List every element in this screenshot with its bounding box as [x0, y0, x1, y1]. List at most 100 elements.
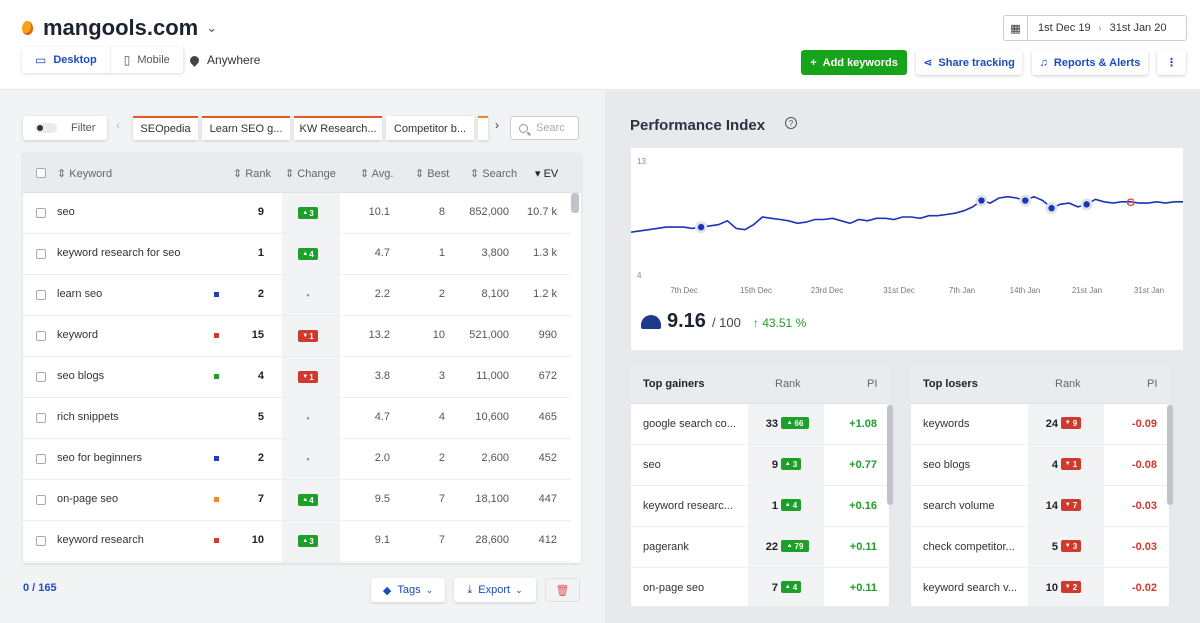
share-label: Share tracking [938, 56, 1015, 69]
tab-desktop-label: Desktop [53, 54, 97, 66]
rank-cell: 33 [765, 418, 778, 430]
tag-label: Competitor b... [393, 123, 467, 135]
tag-label: SEOpedia [140, 123, 191, 135]
row-checkbox[interactable] [36, 413, 46, 423]
row-checkbox[interactable] [36, 495, 46, 505]
domain-selector[interactable]: mangools.com ⌄ [22, 15, 217, 41]
share-tracking-button[interactable]: ⋖ Share tracking [916, 50, 1022, 75]
row-checkbox[interactable] [36, 249, 46, 259]
arrow-down-icon: ▼ [1064, 461, 1071, 467]
change-badge: ▲ 4 [298, 248, 318, 260]
keyword-cell: keyword research for seo [57, 247, 181, 259]
list-item[interactable]: seo 9 ▲ 3 +0.77 [631, 445, 889, 486]
tags-next-icon[interactable]: › [495, 118, 499, 132]
avg-cell: 9.1 [374, 534, 390, 546]
row-checkbox[interactable] [36, 536, 46, 546]
table-row[interactable]: learn seo 2 • 2.2 2 8,100 1.2 k [23, 275, 571, 316]
keyword-cell: keyword search v... [923, 582, 1017, 594]
col-avg[interactable]: ⇕ Avg. [360, 168, 394, 180]
col-ev[interactable]: ▾ EV [535, 168, 559, 180]
col-best[interactable]: ⇕ Best [415, 168, 450, 180]
best-cell: 4 [438, 411, 445, 423]
tab-desktop[interactable]: ▭ Desktop [22, 47, 111, 73]
delete-button[interactable]: 🗑 [545, 578, 580, 602]
avg-cell: 2.0 [374, 452, 390, 464]
rank-cell: 9 [257, 206, 264, 218]
location-selector[interactable]: Anywhere [188, 53, 260, 67]
change-badge: ▼ 1 [1061, 458, 1081, 470]
pi-cell: -0.08 [1131, 459, 1157, 471]
help-icon[interactable]: ? [785, 117, 797, 129]
table-row[interactable]: seo 9 ▲ 3 10.1 8 852,000 10.7 k [23, 193, 571, 234]
gainers-scrollbar[interactable] [887, 405, 893, 505]
tags-button[interactable]: ◆ Tags ⌄ [371, 578, 445, 602]
list-item[interactable]: google search co... 33 ▲ 66 +1.08 [631, 404, 889, 445]
table-scrollbar[interactable] [571, 193, 579, 213]
tab-mobile[interactable]: ▯ Mobile [111, 47, 184, 73]
reports-alerts-button[interactable]: ♫ Reports & Alerts [1032, 50, 1148, 75]
table-row[interactable]: seo blogs 4 ▼ 1 3.8 3 11,000 672 [23, 357, 571, 398]
change-value: 4 [792, 500, 798, 510]
change-value: 1 [309, 331, 314, 341]
gainers-rank-label: Rank [775, 378, 801, 390]
tag-tab[interactable]: KW Research... [294, 116, 382, 140]
rank-cell: 24 [1045, 418, 1058, 430]
row-checkbox[interactable] [36, 454, 46, 464]
col-keyword-label: Keyword [69, 168, 113, 180]
keyword-cell: google search co... [643, 418, 736, 430]
date-range-picker[interactable]: ▦ 1st Dec 19 › 31st Jan 20 [1003, 15, 1187, 41]
row-checkbox[interactable] [36, 372, 46, 382]
mobile-icon: ▯ [123, 53, 131, 67]
filter-toggle[interactable]: Filter [23, 116, 107, 140]
list-item[interactable]: on-page seo 7 ▲ 4 +0.11 [631, 568, 889, 606]
export-button[interactable]: ⤓ Export ⌄ [454, 578, 536, 602]
table-row[interactable]: on-page seo 7 ▲ 4 9.5 7 18,100 447 [23, 480, 571, 521]
ev-cell: 990 [538, 329, 557, 341]
table-row[interactable]: keyword 15 ▼ 1 13.2 10 521,000 990 [23, 316, 571, 357]
keyword-cell: seo for beginners [57, 452, 142, 464]
list-item[interactable]: keyword search v... 10 ▼ 2 -0.02 [911, 568, 1169, 606]
change-value: 2 [1072, 582, 1078, 592]
table-row[interactable]: rich snippets 5 • 4.7 4 10,600 465 [23, 398, 571, 439]
select-all-checkbox[interactable] [36, 168, 46, 178]
row-checkbox[interactable] [36, 290, 46, 300]
add-keywords-button[interactable]: + Add keywords [801, 50, 907, 75]
series-line [631, 195, 1183, 233]
tags-prev-icon[interactable]: ‹ [116, 118, 120, 132]
score-delta: ↑ 43.51 % [752, 316, 807, 330]
more-options-button[interactable]: ⋮ [1157, 50, 1186, 75]
table-row[interactable]: seo for beginners 2 • 2.0 2 2,600 452 [23, 439, 571, 480]
change-value: 66 [794, 418, 804, 428]
x-tick-label: 7th Jan [949, 286, 975, 295]
col-change[interactable]: ⇕ Change [285, 168, 336, 180]
keyword-cell: keyword research [57, 534, 144, 546]
col-rank[interactable]: ⇕ Rank [233, 168, 271, 180]
keyword-cell: seo blogs [923, 459, 971, 471]
tag-tab-partial[interactable] [478, 116, 488, 140]
chevron-down-icon: ⌄ [515, 584, 523, 595]
tag-tab[interactable]: Learn SEO g... [202, 116, 290, 140]
ev-cell: 672 [538, 370, 557, 382]
change-badge: ▲ 3 [781, 458, 801, 470]
col-search[interactable]: ⇕ Search [470, 168, 518, 180]
change-value: 3 [1072, 541, 1078, 551]
search-input[interactable]: Searc [510, 116, 579, 140]
list-item[interactable]: keywords 24 ▼ 9 -0.09 [911, 404, 1169, 445]
list-item[interactable]: check competitor... 5 ▼ 3 -0.03 [911, 527, 1169, 568]
change-value: 1 [309, 372, 314, 382]
col-keyword[interactable]: ⇕ Keyword [57, 168, 113, 180]
tag-tab[interactable]: Competitor b... [386, 116, 474, 140]
search-cell: 3,800 [481, 247, 509, 259]
row-checkbox[interactable] [36, 331, 46, 341]
list-item[interactable]: seo blogs 4 ▼ 1 -0.08 [911, 445, 1169, 486]
table-row[interactable]: keyword research for seo 1 ▲ 4 4.7 1 3,800 1.3 … [23, 234, 571, 275]
list-item[interactable]: pagerank 22 ▲ 79 +0.11 [631, 527, 889, 568]
tag-tab[interactable]: SEOpedia [133, 116, 198, 140]
chevron-down-icon: ⌄ [425, 584, 434, 595]
losers-scrollbar[interactable] [1167, 405, 1173, 505]
table-row[interactable]: keyword research 10 ▲ 3 9.1 7 28,600 412 [23, 521, 571, 562]
list-item[interactable]: keyword researc... 1 ▲ 4 +0.16 [631, 486, 889, 527]
change-badge: ▼ 9 [1061, 417, 1081, 429]
row-checkbox[interactable] [36, 208, 46, 218]
list-item[interactable]: search volume 14 ▼ 7 -0.03 [911, 486, 1169, 527]
